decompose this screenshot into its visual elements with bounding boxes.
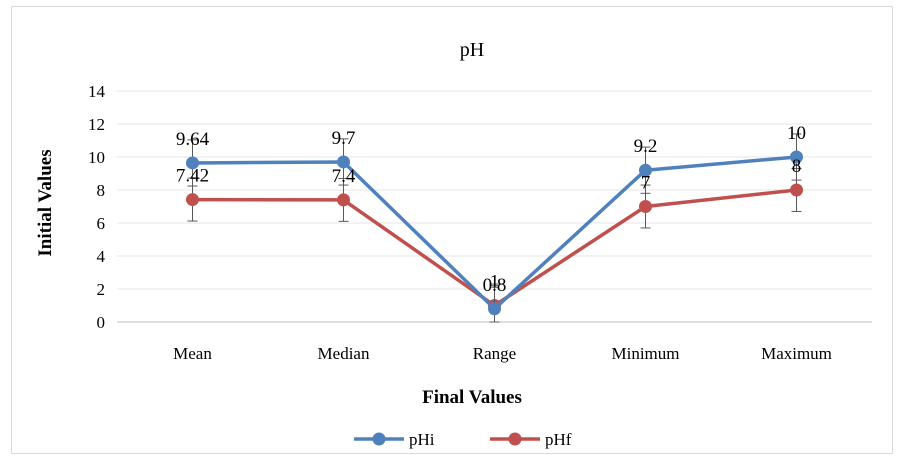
data-label: 0.8 [483, 275, 507, 296]
x-tick-label: Minimum [611, 344, 679, 363]
y-tick-label: 6 [97, 214, 106, 233]
y-tick-label: 2 [97, 280, 106, 299]
legend-label-pHf: pHf [545, 430, 572, 449]
data-point [186, 193, 199, 207]
data-label: 7.42 [176, 166, 209, 187]
y-tick-label: 8 [97, 181, 106, 200]
line-chart: pH 0 2 4 6 8 10 12 14 Mean Median Range Minimum Max… [35, 39, 872, 449]
legend-label-pHi: pHi [409, 430, 435, 449]
data-point [790, 183, 803, 197]
series-pHi [186, 133, 803, 323]
data-label: 10 [787, 123, 806, 144]
chart-title: pH [460, 39, 484, 61]
data-label: 7 [641, 173, 651, 194]
x-tick-label: Maximum [761, 344, 832, 363]
series-layer: 9.64 9.7 0.8 9.2 10 7.42 7.4 1 7 8 [176, 123, 806, 323]
data-point [790, 150, 803, 164]
legend: pHi pHf [354, 430, 572, 449]
data-label: 9.7 [332, 128, 356, 149]
data-point [488, 302, 501, 316]
legend-marker-pHf [508, 432, 522, 446]
data-label: 1 [490, 272, 500, 293]
y-tick-label: 10 [88, 148, 105, 167]
x-tick-label: Median [318, 344, 370, 363]
data-label: 9.2 [634, 136, 658, 157]
legend-marker-pHi [372, 432, 386, 446]
y-tick-label: 14 [88, 82, 106, 101]
chart-frame: pH 0 2 4 6 8 10 12 14 Mean Median Range Minimum Max… [11, 6, 893, 454]
data-point [337, 193, 350, 207]
data-point [639, 163, 652, 177]
x-axis-title: Final Values [422, 387, 522, 408]
y-axis-ticks: 0 2 4 6 8 10 12 14 [88, 82, 106, 332]
data-label: 8 [792, 156, 802, 177]
y-tick-label: 12 [88, 115, 105, 134]
data-label: 7.4 [332, 166, 356, 187]
y-tick-label: 0 [97, 313, 106, 332]
y-tick-label: 4 [97, 247, 106, 266]
data-point [337, 155, 350, 169]
y-axis-title: Initial Values [35, 149, 56, 256]
data-point [639, 200, 652, 213]
data-point [186, 156, 199, 170]
x-tick-label: Range [473, 344, 516, 363]
gridlines [117, 90, 872, 290]
data-label: 9.64 [176, 129, 210, 150]
x-axis: Mean Median Range Minimum Maximum [117, 321, 872, 363]
x-tick-label: Mean [173, 344, 212, 363]
data-labels: 9.64 9.7 0.8 9.2 10 7.42 7.4 1 7 8 [176, 123, 806, 296]
